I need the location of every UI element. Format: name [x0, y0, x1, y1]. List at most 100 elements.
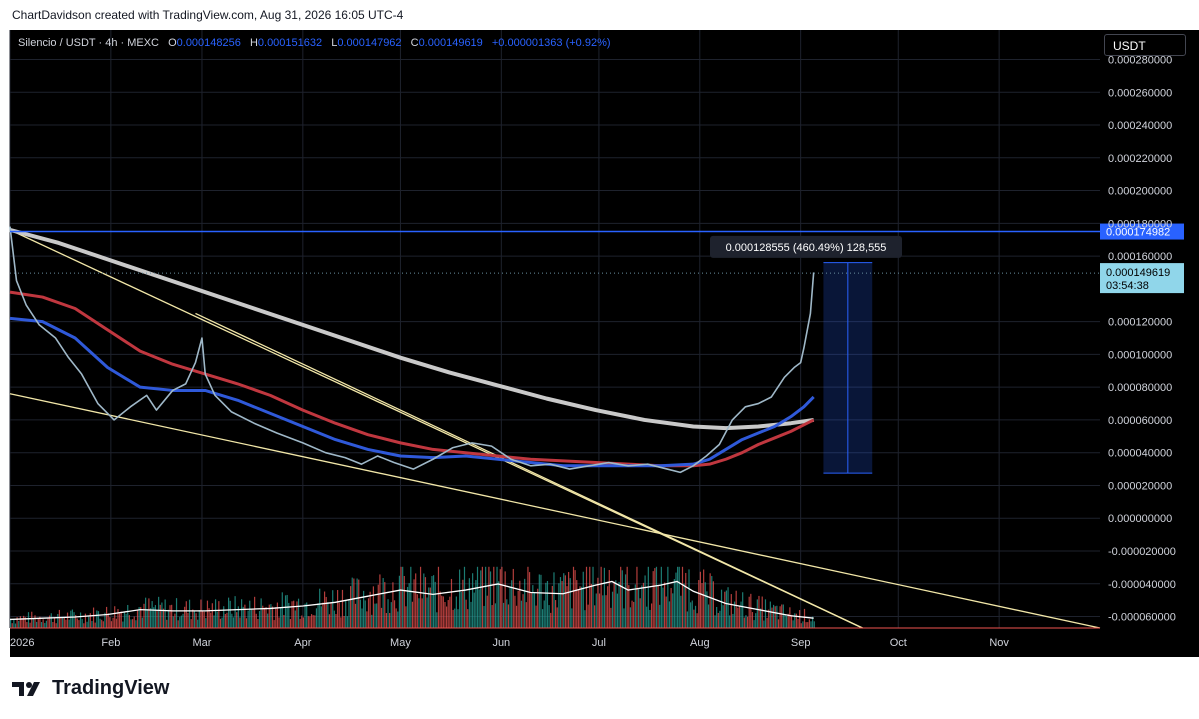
- volume-bar: [153, 607, 155, 628]
- volume-bar: [229, 600, 231, 628]
- volume-bar: [592, 566, 594, 628]
- volume-bar: [294, 610, 296, 628]
- volume-bar: [376, 603, 378, 628]
- volume-bar: [345, 599, 347, 628]
- volume-bar: [101, 619, 103, 628]
- volume-bar: [537, 588, 539, 628]
- volume-bar: [141, 617, 143, 628]
- volume-bar: [171, 604, 173, 628]
- volume-bar: [71, 609, 74, 628]
- chart-pane[interactable]: [10, 30, 1100, 657]
- volume-bar: [390, 602, 392, 628]
- volume-bar: [195, 613, 197, 628]
- volume-bar: [707, 604, 710, 628]
- x-axis: 2026 Feb Mar Apr May Jun Jul Aug Sep Oct Nov: [10, 627, 1100, 649]
- volume-bar: [756, 599, 758, 628]
- volume-bar: [660, 566, 662, 628]
- volume-bar: [712, 581, 715, 628]
- volume-bar: [210, 612, 212, 628]
- volume-bar: [112, 617, 114, 628]
- volume-bar: [288, 602, 290, 628]
- volume-bar: [228, 597, 230, 628]
- price-scale[interactable]: [1100, 30, 1199, 657]
- volume-bar: [577, 588, 579, 628]
- volume-bar: [338, 602, 340, 628]
- volume-bar: [463, 566, 466, 628]
- volume-bar: [284, 595, 287, 628]
- volume-bar: [717, 612, 719, 628]
- volume-bar: [36, 621, 38, 628]
- high-value: 0.000151632: [257, 37, 323, 49]
- volume-bar: [408, 583, 410, 628]
- volume-bar: [584, 610, 586, 628]
- volume-bar: [759, 608, 762, 628]
- volume-bar: [226, 612, 228, 628]
- volume-bar: [449, 596, 451, 628]
- chart-credit: ChartDavidson created with TradingView.c…: [12, 8, 404, 22]
- volume-bar: [310, 614, 313, 628]
- close-value: 0.000149619: [418, 37, 483, 49]
- volume-bar: [561, 581, 563, 628]
- volume-bar: [587, 604, 589, 628]
- volume-bar: [332, 590, 334, 628]
- volume-bar: [555, 600, 557, 628]
- volume-bar: [34, 615, 36, 628]
- volume-bar: [459, 569, 461, 628]
- volume-bar: [777, 619, 780, 628]
- y-tick-label: 0.000120000: [1108, 317, 1172, 329]
- volume-bar: [319, 588, 321, 628]
- last-price-tag: [1100, 263, 1184, 294]
- volume-bar: [271, 606, 274, 628]
- volume-bar: [320, 606, 322, 628]
- volume-bar: [389, 612, 391, 628]
- volume-bar: [280, 607, 282, 628]
- x-tick-label: Aug: [690, 637, 710, 649]
- volume-bar: [250, 608, 252, 628]
- volume-bar: [732, 613, 734, 628]
- tradingview-logo-icon: [12, 681, 40, 696]
- volume-bar: [123, 611, 126, 628]
- y-tick-label: 0.000100000: [1108, 349, 1172, 361]
- y-tick-label: 0.000280000: [1108, 54, 1172, 66]
- volume-bar: [667, 566, 669, 628]
- volume-bar: [32, 618, 34, 628]
- volume-bar: [224, 613, 226, 628]
- volume-bar: [416, 594, 418, 628]
- volume-bar: [107, 613, 109, 628]
- volume-bar: [724, 591, 726, 628]
- volume-bar: [184, 606, 186, 628]
- volume-bar: [372, 586, 374, 628]
- volume-bar: [148, 598, 150, 628]
- resistance-price-tag: [1100, 223, 1184, 240]
- volume-bar: [302, 617, 305, 628]
- symbol-label[interactable]: Silencio / USDT · 4h · MEXC: [18, 37, 160, 49]
- volume-bar: [499, 569, 501, 628]
- volume-bar: [245, 618, 248, 628]
- volume-bar: [385, 613, 388, 628]
- volume-bar: [395, 608, 397, 628]
- trendline: [9, 393, 1101, 629]
- volume-bar: [254, 596, 256, 628]
- volume-bar: [535, 605, 537, 628]
- volume-bar: [276, 602, 279, 628]
- volume-bar: [768, 609, 770, 628]
- volume-bar: [307, 616, 309, 628]
- volume-bar: [359, 599, 361, 628]
- currency-button[interactable]: USDT: [1104, 34, 1186, 56]
- volume-bar: [270, 604, 272, 628]
- volume-bar: [515, 605, 518, 628]
- y-tick-label: 0.000180000: [1108, 218, 1172, 230]
- volume-bar: [255, 613, 257, 628]
- volume-bar: [114, 606, 116, 628]
- volume-bar: [426, 597, 428, 628]
- volume-bar: [794, 613, 796, 628]
- volume-bar: [96, 610, 98, 628]
- volume-bar: [91, 620, 93, 628]
- volume-bar: [597, 577, 599, 628]
- volume-bar: [120, 611, 122, 628]
- volume-bar: [13, 619, 15, 628]
- tradingview-logo[interactable]: TradingView: [12, 677, 169, 700]
- volume-bar: [556, 607, 558, 628]
- volume-bar: [47, 617, 49, 628]
